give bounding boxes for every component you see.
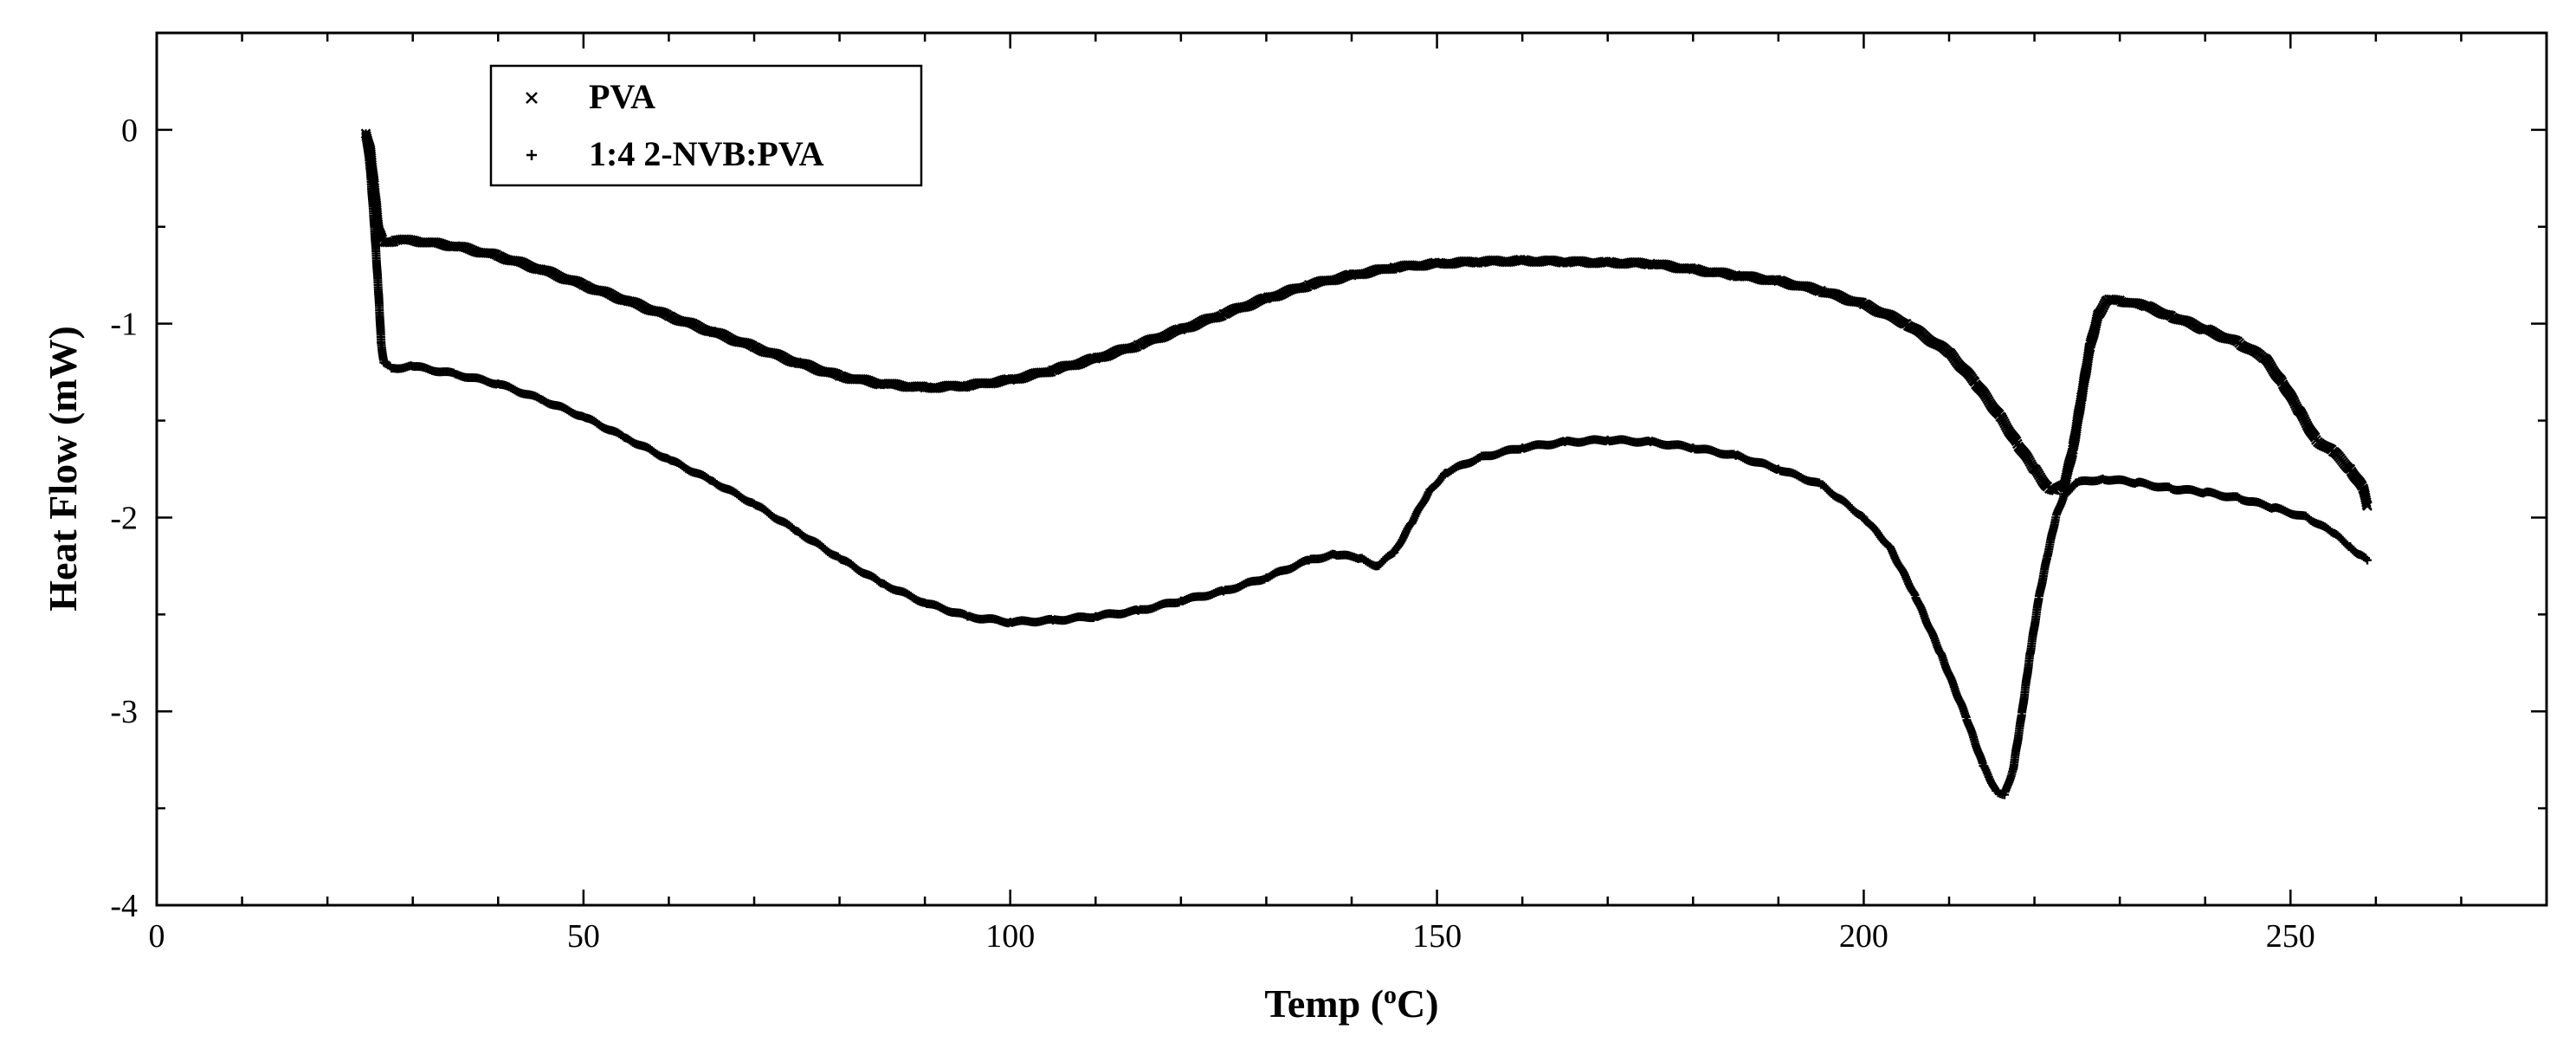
x-tick-label: 100 (985, 918, 1035, 955)
y-tick-label: -3 (110, 694, 138, 730)
axis-tick-labels: 0 50 100 150 200 250 0 -1 -2 -3 -4 (110, 113, 2315, 955)
legend-label-nvb-pva: 1:4 2-NVB:PVA (589, 134, 824, 173)
x-tick-label: 50 (567, 918, 600, 955)
x-axis-title: Temp (oC) (1264, 981, 1438, 1026)
data-point (2363, 555, 2372, 565)
series-layer (360, 128, 2373, 800)
y-axis-title: Heat Flow (mW) (41, 326, 85, 612)
y-tick-label: 0 (121, 113, 138, 149)
x-tick-label: 0 (149, 918, 165, 955)
x-tick-label: 250 (2266, 918, 2315, 955)
y-tick-label: -4 (110, 888, 138, 924)
legend-marker-plus-icon (526, 150, 537, 160)
x-axis-title-main: Temp ( (1264, 981, 1384, 1026)
legend-marker-nvb-pva (526, 150, 537, 160)
x-tick-label: 150 (1412, 918, 1462, 955)
axis-ticks (155, 31, 2548, 907)
data-point (2362, 501, 2373, 511)
legend-marker-x-icon (526, 92, 538, 104)
data-point-interp (1383, 263, 1394, 275)
y-tick-label: -1 (110, 307, 138, 343)
data-point-interp (2011, 436, 2022, 447)
x-axis-title-superscript: o (1384, 981, 1397, 1009)
y-tick-label: -2 (110, 500, 138, 536)
legend-box (489, 64, 923, 187)
legend-marker-pva (526, 92, 538, 104)
x-axis-title-suffix: C) (1397, 981, 1439, 1026)
legend: PVA 1:4 2-NVB:PVA (489, 64, 923, 187)
legend-label-pva: PVA (589, 77, 655, 116)
series-nvb-pva (361, 129, 2372, 800)
x-tick-label: 200 (1839, 918, 1888, 955)
